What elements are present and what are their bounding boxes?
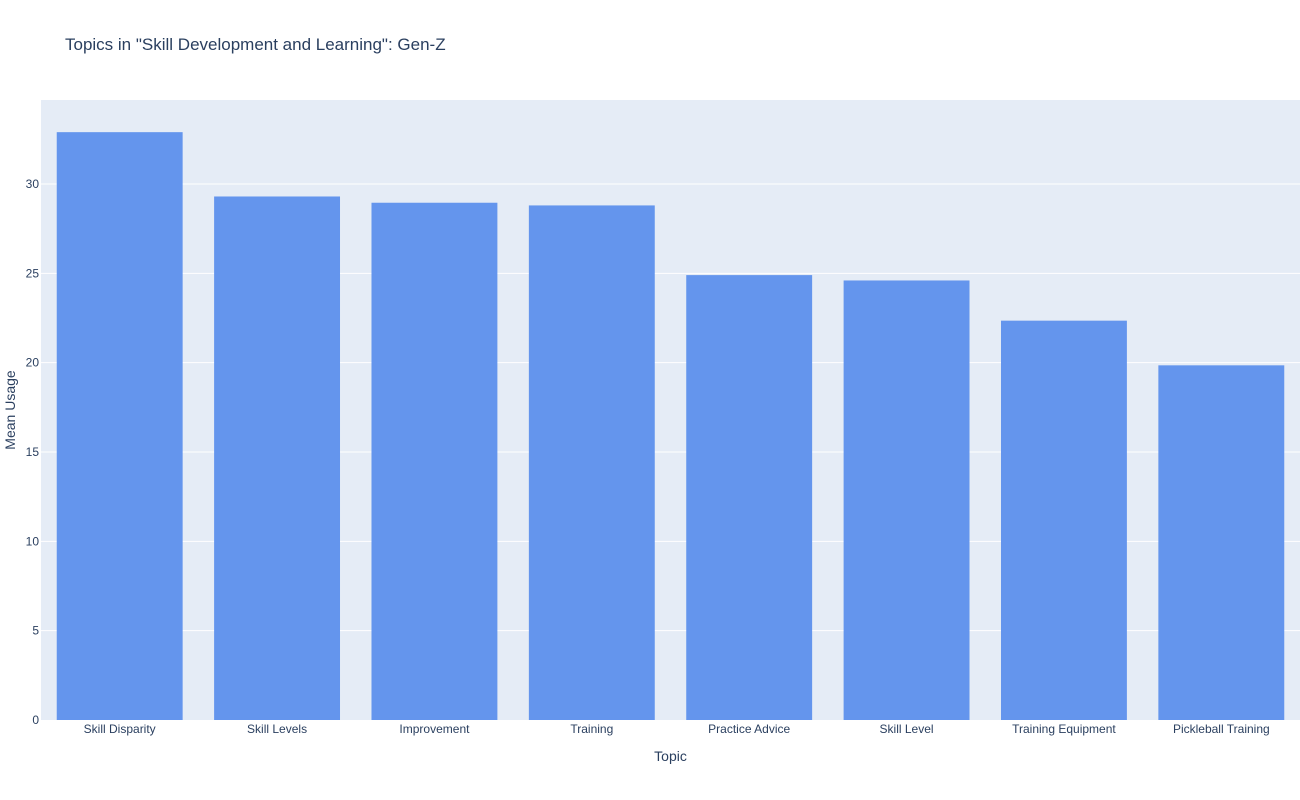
x-tick-label: Training [570,722,613,736]
x-tick-label: Practice Advice [708,722,790,736]
bar [528,205,655,721]
x-tick-label: Improvement [399,722,470,736]
y-tick-label: 0 [32,713,39,727]
y-tick-label: 10 [26,534,40,548]
y-axis-ticks: 0 5 10 15 20 25 30 [26,177,40,727]
bar [1158,365,1285,720]
y-tick-label: 5 [32,624,39,638]
bar [843,280,970,720]
bar [1000,320,1127,720]
bar [214,196,341,721]
y-tick-label: 15 [26,445,40,459]
y-tick-label: 30 [26,177,40,191]
x-axis-ticks: Skill Disparity Skill Levels Improvement Tr… [84,722,1270,736]
y-axis-title: Mean Usage [2,370,18,450]
x-tick-label: Skill Level [880,722,934,736]
x-tick-label: Skill Levels [247,722,307,736]
bar [56,132,183,720]
y-tick-label: 20 [26,356,40,370]
chart-title: Topics in "Skill Development and Learnin… [65,35,446,54]
bar [371,202,498,721]
x-tick-label: Pickleball Training [1173,722,1270,736]
bars [56,132,1285,721]
x-tick-label: Skill Disparity [84,722,156,736]
x-axis-title: Topic [654,748,687,764]
x-tick-label: Training Equipment [1012,722,1116,736]
y-tick-label: 25 [26,266,40,280]
bar [686,275,813,720]
